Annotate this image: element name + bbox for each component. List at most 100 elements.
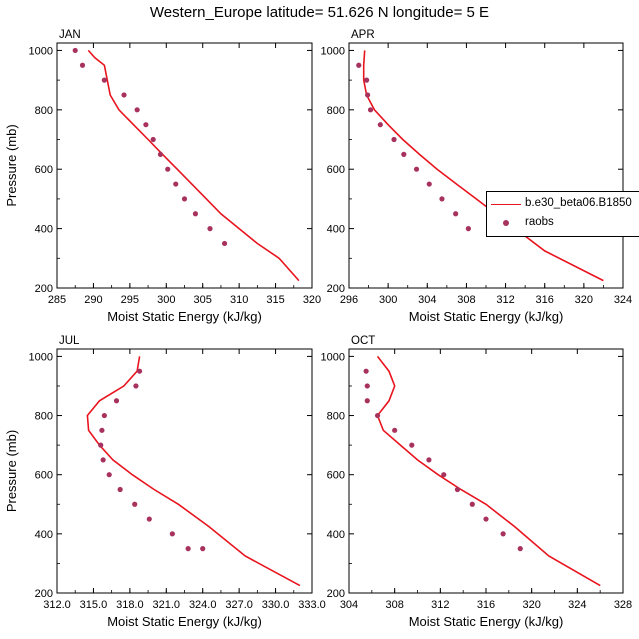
raobs-point <box>465 226 471 232</box>
plot-frame <box>348 42 624 289</box>
raobs-point <box>409 442 415 448</box>
panel-jan: JAN 285 290 295 300 305 310 315 320 200 400 600 800 1… <box>4 29 321 324</box>
x-tick-label: 324 <box>568 599 586 611</box>
raobs-point <box>100 457 106 463</box>
x-tick-label: 300 <box>157 294 175 306</box>
x-tick-label: 315.0 <box>80 599 108 611</box>
y-axis-label: Pressure (mb) <box>4 430 19 512</box>
y-tick-label: 800 <box>327 105 345 117</box>
raobs-point <box>392 427 398 433</box>
x-tick-label: 308 <box>457 294 475 306</box>
y-tick-label: 1000 <box>29 351 53 363</box>
legend: b.e30_beta06.B1850 raobs <box>486 191 639 237</box>
x-axis-label: Moist Static Energy (kJ/kg) <box>107 614 262 629</box>
legend-model-label: b.e30_beta06.B1850 <box>525 197 632 209</box>
legend-entry-model: b.e30_beta06.B1850 <box>487 197 639 213</box>
x-tick-label: 312.0 <box>43 599 71 611</box>
x-tick-label: 315 <box>266 294 284 306</box>
x-tick-label: 308 <box>385 599 403 611</box>
raobs-point <box>101 77 107 83</box>
raobs-point <box>132 501 138 507</box>
raobs-point <box>483 516 489 522</box>
y-axis-label: Pressure (mb) <box>4 124 19 206</box>
y-tick-label: 600 <box>35 164 53 176</box>
raobs-point <box>181 196 188 202</box>
x-axis-label: Moist Static Energy (kJ/kg) <box>409 614 564 629</box>
panel-label: JUL <box>59 335 80 347</box>
y-tick-label: 200 <box>327 283 345 295</box>
raobs-point <box>79 62 86 68</box>
raobs-point <box>99 427 105 433</box>
x-tick-label: 320 <box>575 294 593 306</box>
model-profile-line <box>376 355 601 587</box>
raobs-point <box>221 240 228 247</box>
raobs-point <box>72 47 78 54</box>
raobs-point <box>113 398 120 404</box>
panel-oct: OCT 304 308 312 316 320 324 328 200 400 600 800 1000… <box>321 335 633 629</box>
y-tick-label: 800 <box>35 411 53 423</box>
raobs-point <box>134 107 140 113</box>
raobs-point <box>367 107 374 113</box>
raobs-point <box>207 226 213 232</box>
legend-dot-swatch <box>503 220 509 226</box>
raobs-point <box>185 546 191 552</box>
x-tick-label: 321.0 <box>153 599 181 611</box>
y-tick-label: 1000 <box>321 45 345 57</box>
raobs-point <box>136 368 143 374</box>
y-tick-label: 200 <box>35 283 53 295</box>
y-tick-label: 1000 <box>29 45 53 57</box>
panel-apr: APR 296 300 304 308 312 316 320 324 200 400 600 800 1… <box>321 29 633 324</box>
raobs-point <box>165 166 171 172</box>
raobs-point <box>413 166 420 172</box>
raobs-point <box>356 62 362 68</box>
x-tick-label: 318.0 <box>116 599 144 611</box>
y-tick-label: 600 <box>327 164 345 176</box>
raobs-point <box>133 383 139 389</box>
x-tick-label: 295 <box>121 294 139 306</box>
raobs-point <box>469 501 475 507</box>
x-tick-label: 327.0 <box>225 599 253 611</box>
raobs-point <box>439 196 445 202</box>
legend-obs-label: raobs <box>525 216 554 228</box>
raobs-point <box>192 211 199 217</box>
y-tick-label: 800 <box>327 411 345 423</box>
plot-frame <box>348 348 624 594</box>
raobs-point <box>117 486 123 493</box>
raobs-point <box>363 368 369 374</box>
x-tick-label: 330.0 <box>262 599 290 611</box>
y-tick-label: 400 <box>327 224 345 236</box>
raobs-point <box>441 472 447 478</box>
x-tick-label: 304 <box>418 294 436 306</box>
legend-line-swatch <box>491 204 521 205</box>
raobs-point <box>426 457 432 463</box>
raobs-point <box>121 92 127 98</box>
raobs-point <box>377 122 383 128</box>
x-tick-label: 316 <box>477 599 495 611</box>
raobs-point <box>401 151 407 157</box>
panel-label: JAN <box>59 29 81 41</box>
raobs-point <box>364 383 370 389</box>
raobs-point <box>517 546 523 552</box>
plot-frame <box>56 42 313 289</box>
model-profile-line <box>86 356 301 587</box>
y-tick-label: 200 <box>327 588 345 600</box>
raobs-point <box>150 136 156 143</box>
raobs-point <box>146 516 152 522</box>
y-tick-label: 400 <box>35 224 53 236</box>
raobs-point <box>364 92 371 98</box>
plot-frame <box>56 348 313 594</box>
raobs-point <box>143 122 149 128</box>
x-tick-label: 328 <box>614 599 632 611</box>
raobs-point <box>200 546 206 552</box>
raobs-point <box>426 181 432 187</box>
x-axis-label: Moist Static Energy (kJ/kg) <box>107 309 262 324</box>
raobs-point <box>101 412 107 419</box>
model-profile-line <box>362 50 604 282</box>
raobs-point <box>169 531 175 537</box>
x-tick-label: 333.0 <box>298 599 326 611</box>
x-tick-label: 312 <box>496 294 514 306</box>
x-tick-label: 300 <box>379 294 397 306</box>
x-tick-label: 324.0 <box>189 599 217 611</box>
raobs-point <box>374 412 381 419</box>
raobs-point <box>364 398 370 404</box>
